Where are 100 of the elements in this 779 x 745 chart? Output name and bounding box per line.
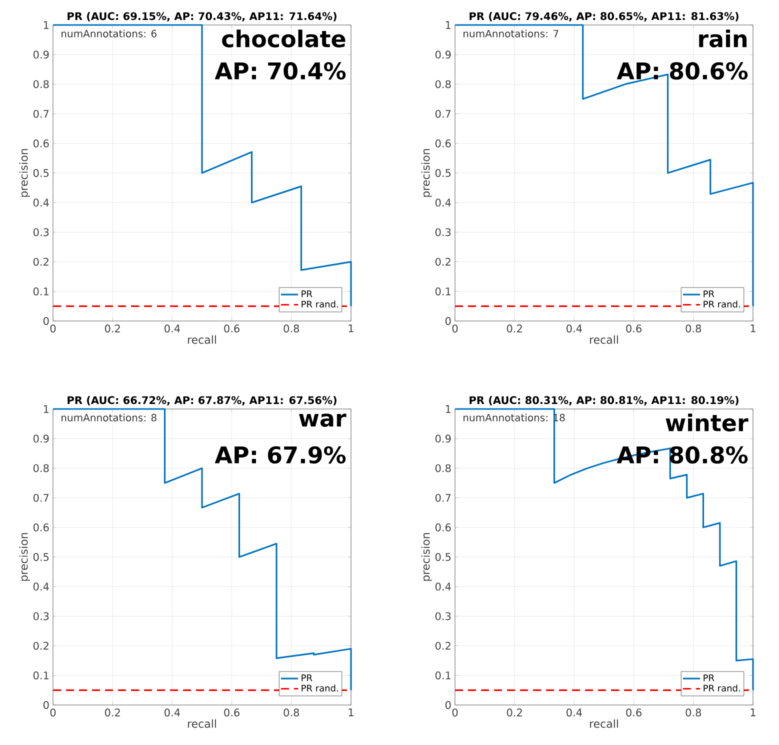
x-tick-label: 0.4 bbox=[164, 708, 180, 716]
annotation: winter bbox=[666, 414, 748, 432]
y-tick-label: 0.6 bbox=[33, 523, 49, 532]
x-tick-label: 0.2 bbox=[104, 708, 120, 716]
y-tick-label: 0.3 bbox=[435, 228, 451, 236]
x-tick-label: 1 bbox=[750, 708, 756, 716]
y-tick-label: 0.4 bbox=[435, 198, 451, 207]
line-series bbox=[454, 408, 754, 691]
legend-label: PR rand. bbox=[302, 300, 338, 308]
x-tick-label: 0.8 bbox=[686, 324, 702, 332]
chart-title: PR (AUC: 80.31%, AP: 80.81%, AP11: 80.19%) bbox=[470, 396, 738, 406]
y-tick-label: 0.1 bbox=[33, 671, 48, 680]
annotation: AP: 80.6% bbox=[616, 62, 748, 80]
x-tick-label: 0.8 bbox=[284, 324, 300, 332]
annotation: war bbox=[299, 414, 346, 427]
y-tick-label: 0.7 bbox=[33, 494, 49, 502]
y-tick-label: 0.7 bbox=[33, 110, 49, 118]
x-tick-label: 0.6 bbox=[626, 324, 642, 332]
x-axis-title: recall bbox=[590, 335, 618, 344]
y-tick-label: 1 bbox=[446, 21, 450, 29]
y-tick-label: 0.6 bbox=[435, 139, 451, 148]
y-tick-label: 0.6 bbox=[33, 139, 49, 148]
y-tick-label: 0.2 bbox=[435, 642, 450, 650]
x-tick-label: 0.4 bbox=[566, 708, 582, 716]
x-tick-label: 1 bbox=[348, 324, 354, 332]
y-tick-label: 0.8 bbox=[435, 464, 451, 472]
x-tick-label: 0 bbox=[50, 324, 56, 332]
y-tick-label: 0.1 bbox=[435, 671, 450, 680]
y-tick-label: 0.4 bbox=[33, 582, 49, 591]
y-axis-title: precision bbox=[421, 533, 432, 581]
y-tick-label: 0.7 bbox=[435, 110, 451, 118]
annotation: AP: 70.4% bbox=[214, 62, 346, 80]
chart-title: PR (AUC: 66.72%, AP: 67.87%, AP11: 67.56%) bbox=[68, 396, 336, 406]
y-axis-title: precision bbox=[19, 533, 30, 581]
y-axis-title: precision bbox=[19, 149, 30, 197]
y-tick-label: 0.1 bbox=[33, 287, 48, 296]
y-tick-label: 0.8 bbox=[33, 464, 49, 472]
y-tick-label: 0.1 bbox=[435, 287, 450, 296]
y-tick-label: 1 bbox=[446, 405, 450, 413]
y-tick-label: 0.8 bbox=[435, 80, 451, 88]
y-axis-title: precision bbox=[421, 149, 432, 197]
y-tick-label: 0 bbox=[43, 317, 49, 325]
y-tick-label: 0.2 bbox=[33, 258, 48, 266]
x-tick-label: 0.6 bbox=[224, 324, 240, 332]
line-series bbox=[52, 24, 352, 307]
x-tick-label: 1 bbox=[750, 324, 756, 332]
x-axis-title: recall bbox=[188, 719, 216, 728]
y-tick-label: 1 bbox=[44, 405, 48, 413]
chart-title: PR (AUC: 69.15%, AP: 70.43%, AP11: 71.64%) bbox=[68, 12, 336, 22]
legend-label: PR bbox=[704, 290, 714, 298]
x-tick-label: 0.2 bbox=[506, 708, 522, 716]
annotation: chocolate bbox=[222, 30, 346, 48]
y-tick-label: 0.9 bbox=[435, 434, 451, 443]
x-tick-label: 0 bbox=[50, 708, 56, 716]
legend-label: PR rand. bbox=[704, 300, 740, 308]
x-tick-label: 0.6 bbox=[626, 708, 642, 716]
y-tick-label: 0.4 bbox=[435, 582, 451, 591]
y-tick-label: 0 bbox=[445, 317, 451, 325]
x-tick-label: 1 bbox=[348, 708, 354, 716]
y-tick-label: 0.6 bbox=[435, 523, 451, 532]
y-tick-label: 0.4 bbox=[33, 198, 49, 207]
x-axis-title: recall bbox=[188, 335, 216, 344]
y-tick-label: 1 bbox=[44, 21, 48, 29]
x-tick-label: 0.6 bbox=[224, 708, 240, 716]
y-tick-label: 0.9 bbox=[33, 50, 49, 59]
x-tick-label: 0.2 bbox=[104, 324, 120, 332]
annotation: numAnnotations: 8 bbox=[62, 414, 156, 422]
y-tick-label: 0.9 bbox=[435, 50, 451, 59]
annotation: numAnnotations: 6 bbox=[62, 30, 156, 38]
line-series bbox=[454, 24, 754, 307]
legend-label: PR bbox=[302, 674, 312, 682]
legend-label: PR bbox=[302, 290, 312, 298]
x-tick-label: 0 bbox=[452, 708, 458, 716]
y-tick-label: 0.3 bbox=[33, 228, 49, 236]
legend-label: PR rand. bbox=[302, 684, 338, 692]
legend-label: PR rand. bbox=[704, 684, 740, 692]
annotation: numAnnotations: 7 bbox=[464, 30, 558, 38]
x-tick-label: 0.4 bbox=[566, 324, 582, 332]
y-tick-label: 0.5 bbox=[33, 553, 49, 561]
y-tick-label: 0.9 bbox=[33, 434, 49, 443]
y-tick-label: 0.3 bbox=[435, 612, 451, 620]
y-tick-label: 0.2 bbox=[435, 258, 450, 266]
y-tick-label: 0.2 bbox=[33, 642, 48, 650]
y-tick-label: 0.8 bbox=[33, 80, 49, 88]
x-axis-title: recall bbox=[590, 719, 618, 728]
annotation: rain bbox=[699, 30, 747, 48]
y-tick-label: 0.5 bbox=[435, 553, 451, 561]
legend-label: PR bbox=[704, 674, 714, 682]
y-tick-label: 0.5 bbox=[435, 169, 451, 177]
y-tick-label: 0.7 bbox=[435, 494, 451, 502]
x-tick-label: 0 bbox=[452, 324, 458, 332]
x-tick-label: 0.8 bbox=[686, 708, 702, 716]
chart-title: PR (AUC: 79.46%, AP: 80.65%, AP11: 81.63%) bbox=[470, 12, 738, 22]
y-tick-label: 0 bbox=[445, 701, 451, 709]
y-tick-label: 0.5 bbox=[33, 169, 49, 177]
annotation: AP: 67.9% bbox=[214, 446, 346, 464]
line-series bbox=[52, 408, 352, 691]
x-tick-label: 0.2 bbox=[506, 324, 522, 332]
y-tick-label: 0 bbox=[43, 701, 49, 709]
x-tick-label: 0.8 bbox=[284, 708, 300, 716]
